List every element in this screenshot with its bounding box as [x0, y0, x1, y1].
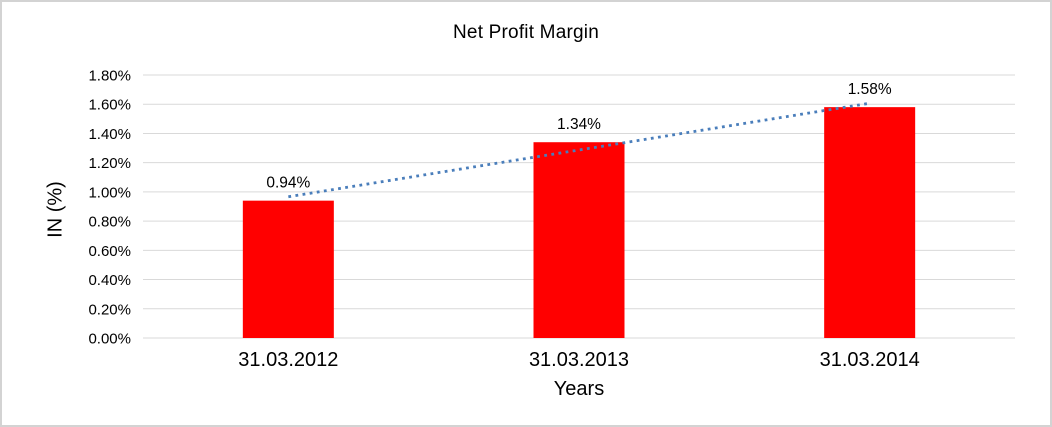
y-tick-label: 0.40%: [88, 272, 131, 289]
x-axis-title: Years: [553, 378, 605, 400]
y-tick-label: 1.80%: [88, 68, 131, 85]
x-tick-label: 31.03.2014: [820, 349, 920, 371]
data-label: 1.58%: [848, 81, 892, 98]
y-tick-label: 0.20%: [88, 301, 131, 318]
y-tick-label: 1.20%: [88, 155, 131, 172]
y-tick-label: 0.80%: [88, 214, 131, 231]
y-tick-label: 0.60%: [88, 243, 131, 260]
y-tick-label: 0.00%: [88, 331, 131, 348]
chart-title: Net Profit Margin: [453, 22, 599, 43]
trendline: [288, 101, 870, 199]
data-label: 0.94%: [266, 175, 310, 192]
bar: [533, 142, 625, 338]
data-label: 1.34%: [557, 116, 601, 133]
y-tick-label: 1.00%: [88, 184, 131, 201]
bar: [242, 200, 334, 338]
y-tick-label: 1.40%: [88, 126, 131, 143]
x-tick-label: 31.03.2013: [529, 349, 629, 371]
y-axis-title: IN (%): [44, 181, 67, 238]
y-tick-label: 1.60%: [88, 97, 131, 114]
bar: [824, 107, 916, 339]
x-tick-label: 31.03.2012: [238, 349, 338, 371]
